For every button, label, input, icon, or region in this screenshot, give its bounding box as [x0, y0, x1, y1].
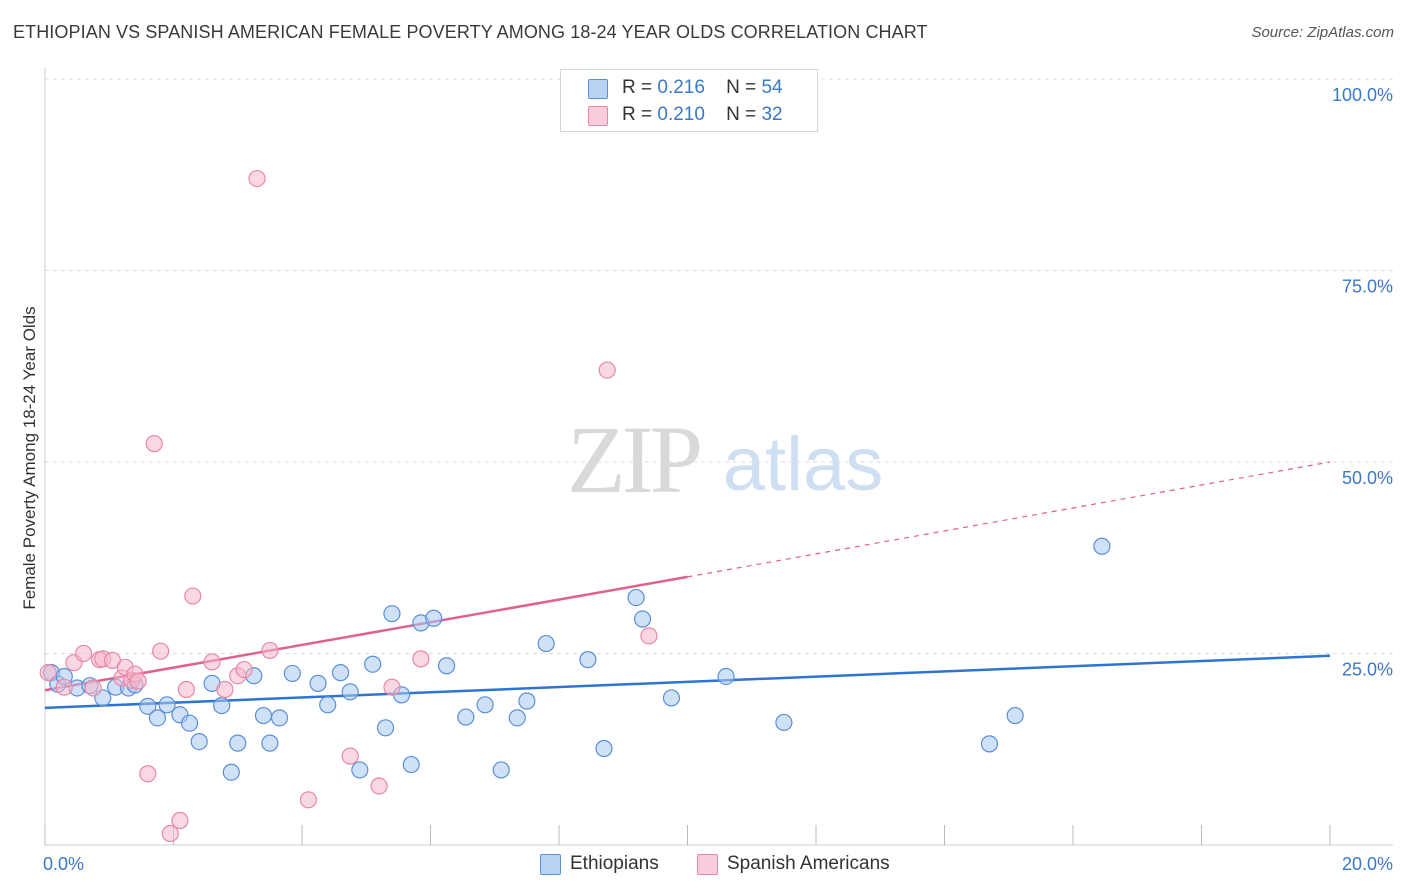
y-tick-label: 100.0%	[1332, 85, 1393, 105]
ethiopian-point	[633, 610, 652, 628]
ethiopian-point	[283, 664, 301, 683]
legend-n-label: N =	[726, 104, 757, 125]
grid-layer	[45, 78, 1393, 654]
ethiopian-point	[402, 755, 420, 774]
watermark-zip: ZIP	[567, 406, 700, 513]
ethiopian-point	[662, 689, 681, 707]
source-credit: Source: ZipAtlas.com	[1251, 24, 1394, 41]
spanish-american-point	[171, 811, 189, 830]
spanish-american-point	[152, 642, 170, 660]
spanish-american-point	[216, 680, 234, 699]
trend-layer	[44, 461, 1331, 710]
ethiopians-trend-line	[44, 654, 1331, 710]
ethiopian-point	[717, 667, 735, 686]
spanish-american-point	[145, 435, 163, 453]
ethiopian-point	[331, 664, 350, 682]
ethiopian-point	[270, 709, 289, 727]
legend-swatch-blue	[588, 79, 608, 99]
spanish-americans-trend-extension	[687, 461, 1331, 578]
series-name: Spanish Americans	[727, 853, 890, 874]
ethiopian-point	[775, 713, 793, 732]
ethiopian-point	[476, 696, 494, 714]
spanish-american-point	[261, 641, 279, 660]
watermark-atlas: atlas	[723, 422, 884, 507]
ethiopian-point	[351, 761, 369, 779]
axis-layer	[44, 68, 1393, 846]
x-tick-label: 20.0%	[1342, 854, 1393, 874]
spanish-american-point	[129, 672, 147, 690]
spanish-american-point	[184, 587, 202, 605]
ethiopian-point	[1006, 706, 1024, 725]
spanish-american-point	[203, 653, 221, 671]
ethiopian-point	[508, 709, 526, 727]
ethiopian-point	[222, 763, 240, 781]
spanish-american-point	[139, 765, 157, 783]
ethiopian-point	[579, 651, 597, 669]
ethiopian-point	[425, 609, 443, 627]
legend-swatch-pink	[697, 854, 718, 875]
tick-label-layer: 25.0% 50.0% 75.0% 100.0% 0.0% 20.0%	[43, 85, 1393, 874]
legend-n-label: N =	[726, 77, 757, 98]
legend-swatch-pink	[588, 106, 608, 126]
spanish-american-point	[177, 680, 195, 699]
ethiopian-point	[213, 696, 231, 715]
points-layer	[39, 169, 1111, 843]
spanish-american-point	[370, 777, 388, 795]
legend-r-label: R =	[622, 77, 653, 98]
ethiopian-point	[457, 708, 475, 726]
ethiopian-point	[261, 734, 279, 752]
spanish-american-point	[74, 644, 93, 663]
legend-n-value: 54	[761, 77, 783, 98]
y-tick-label: 50.0%	[1342, 468, 1393, 488]
y-tick-label: 25.0%	[1342, 660, 1393, 680]
ethiopian-point	[148, 709, 167, 727]
ethiopian-point	[309, 674, 327, 692]
spanish-american-point	[383, 678, 401, 696]
y-tick-label: 75.0%	[1342, 277, 1393, 297]
ethiopian-point	[190, 732, 208, 751]
ethiopian-point	[158, 696, 176, 714]
x-tick-label: 0.0%	[43, 854, 84, 874]
ethiopian-point	[229, 734, 247, 752]
legend-r-label: R =	[622, 104, 653, 125]
ethiopian-point	[180, 714, 199, 732]
spanish-americans-trend-line	[44, 575, 688, 692]
ethiopian-point	[254, 706, 273, 725]
spanish-american-point	[55, 678, 73, 696]
spanish-american-point	[299, 791, 318, 809]
ethiopian-point	[383, 605, 401, 623]
spanish-american-point	[640, 627, 658, 645]
spanish-american-point	[84, 679, 102, 697]
ethiopian-point	[319, 696, 337, 714]
y-axis-label: Female Poverty Among 18-24 Year Olds	[20, 306, 39, 610]
spanish-american-point	[598, 361, 616, 379]
legend-r-value: 0.210	[657, 104, 705, 125]
legend-r-value: 0.216	[657, 77, 705, 98]
correlation-legend: R = 0.216 N = 54 R = 0.210 N = 32	[560, 69, 818, 132]
ethiopian-point	[1093, 537, 1111, 555]
spanish-american-point	[39, 664, 57, 682]
series-name: Ethiopians	[570, 853, 659, 874]
ethiopian-point	[341, 683, 359, 701]
spanish-american-point	[248, 169, 266, 188]
legend-n-value: 32	[761, 104, 783, 125]
spanish-american-point	[412, 650, 430, 668]
chart-title: ETHIOPIAN VS SPANISH AMERICAN FEMALE POV…	[13, 22, 928, 42]
ethiopian-point	[537, 634, 555, 653]
spanish-american-point	[161, 824, 179, 843]
legend-swatch-blue	[540, 854, 561, 875]
ethiopian-point	[627, 588, 645, 607]
ethiopian-point	[492, 761, 510, 779]
ethiopian-point	[376, 719, 395, 737]
ethiopian-point	[364, 655, 382, 673]
spanish-american-point	[235, 660, 253, 679]
ethiopian-point	[595, 739, 613, 758]
ethiopian-point	[139, 697, 157, 715]
ethiopian-point	[518, 692, 536, 710]
ethiopian-point	[437, 657, 456, 675]
watermark: ZIP atlas	[567, 406, 883, 513]
ethiopian-point	[980, 735, 999, 753]
spanish-american-point	[341, 747, 359, 765]
